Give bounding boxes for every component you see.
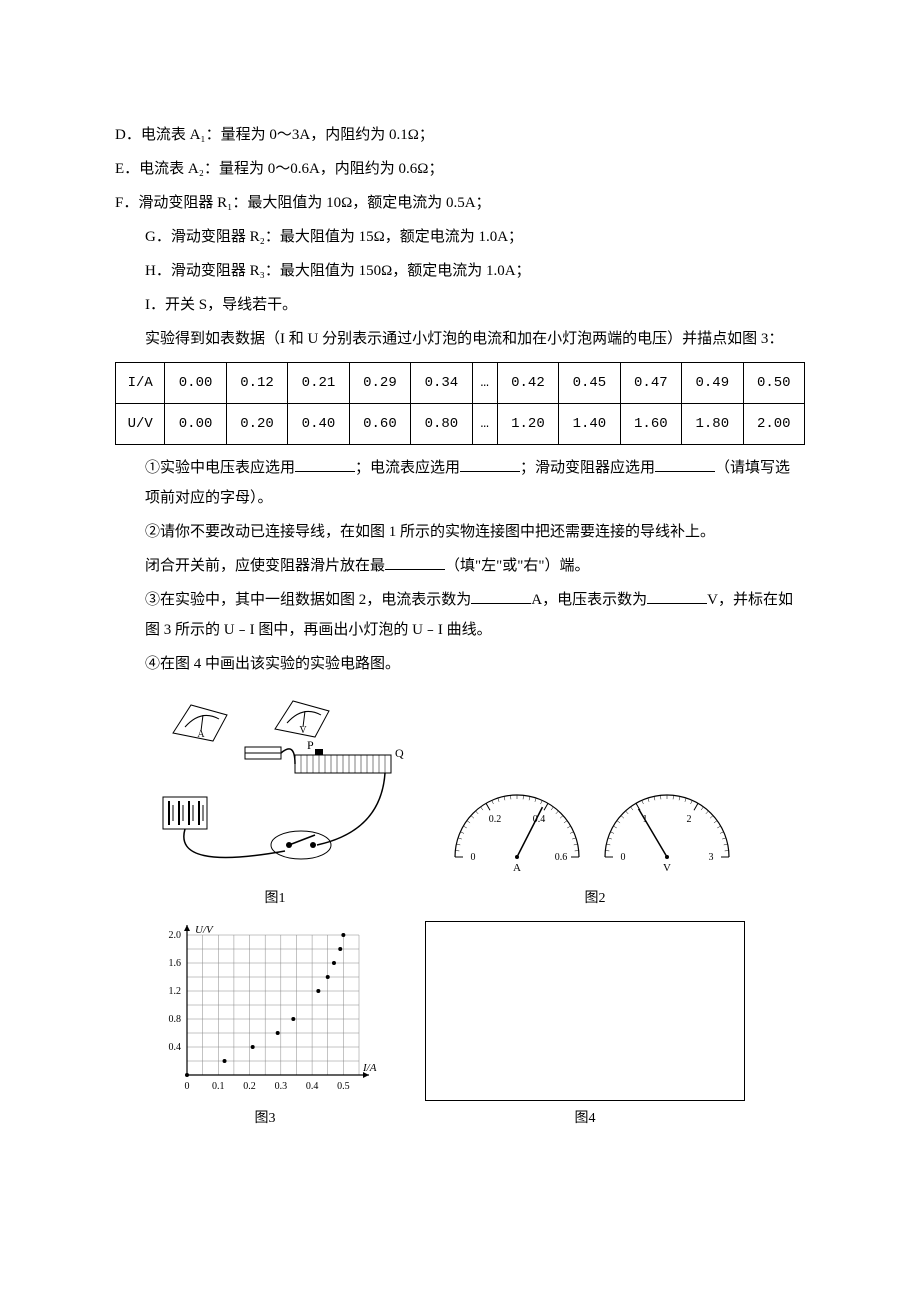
option-D: D．电流表 A₁：量程为 0～3A，内阻约为 0.1Ω； xyxy=(115,120,805,150)
question-2-line1: ②请你不要改动已连接导线，在如图 1 所示的实物连接图中把还需要连接的导线补上。 xyxy=(115,517,805,547)
q1-pre: ①实验中电压表应选用 xyxy=(145,460,295,476)
table-cell: 0.00 xyxy=(165,363,226,404)
svg-text:2.0: 2.0 xyxy=(169,930,182,941)
table-cell: 1.80 xyxy=(682,404,743,445)
table-cell: 0.47 xyxy=(620,363,681,404)
option-E: E．电流表 A₂：量程为 0～0.6A，内阻约为 0.6Ω； xyxy=(115,154,805,184)
svg-text:0.4: 0.4 xyxy=(306,1081,319,1092)
blank-voltmeter[interactable] xyxy=(295,454,355,472)
blank-side[interactable] xyxy=(385,552,445,570)
table-cell: … xyxy=(472,404,497,445)
table-cell: 1.40 xyxy=(559,404,620,445)
svg-text:0: 0 xyxy=(471,852,476,863)
question-3: ③在实验中，其中一组数据如图 2，电流表示数为A，电压表示数为V，并标在如图 3… xyxy=(115,585,805,645)
svg-text:V: V xyxy=(299,725,307,736)
svg-text:1.2: 1.2 xyxy=(169,986,182,997)
blank-ammeter[interactable] xyxy=(460,454,520,472)
table-cell: I/A xyxy=(116,363,165,404)
table-cell: 0.21 xyxy=(288,363,349,404)
table-cell: 0.20 xyxy=(226,404,287,445)
svg-text:3: 3 xyxy=(709,852,714,863)
svg-text:0.5: 0.5 xyxy=(337,1081,350,1092)
blank-current[interactable] xyxy=(471,586,531,604)
option-G: G．滑动变阻器 R₂：最大阻值为 15Ω，额定电流为 1.0A； xyxy=(115,222,805,252)
option-I: I．开关 S，导线若干。 xyxy=(115,290,805,320)
figure-3: 0 0.1 0.2 0.3 0.4 0.5 0.4 0.8 1.2 1.6 2.0 U/V I/A 图3 xyxy=(145,921,385,1133)
svg-text:0.2: 0.2 xyxy=(489,814,502,825)
q1-mid1: ；电流表应选用 xyxy=(355,460,460,476)
svg-text:0.4: 0.4 xyxy=(169,1042,182,1053)
svg-text:P: P xyxy=(307,738,314,752)
svg-text:0: 0 xyxy=(621,852,626,863)
table-cell: 0.45 xyxy=(559,363,620,404)
figure-1-label: 图1 xyxy=(145,885,405,913)
svg-text:0.3: 0.3 xyxy=(275,1081,288,1092)
table-cell: … xyxy=(472,363,497,404)
figure-2-label: 图2 xyxy=(445,885,745,913)
svg-text:0.2: 0.2 xyxy=(243,1081,256,1092)
table-cell: 0.34 xyxy=(411,363,472,404)
intro-text: 实验得到如表数据（I 和 U 分别表示通过小灯泡的电流和加在小灯泡两端的电压）并… xyxy=(115,324,805,354)
svg-text:0.8: 0.8 xyxy=(169,1014,182,1025)
svg-text:0.6: 0.6 xyxy=(555,852,568,863)
svg-text:A: A xyxy=(197,729,205,740)
data-table: I/A0.000.120.210.290.34…0.420.450.470.49… xyxy=(115,362,805,445)
q2-line2-pre: 闭合开关前，应使变阻器滑片放在最 xyxy=(145,558,385,574)
svg-text:Q: Q xyxy=(395,746,404,760)
svg-text:0: 0 xyxy=(185,1081,190,1092)
svg-text:1.6: 1.6 xyxy=(169,958,182,969)
figure-2: 00.20.40.6A0123V 图2 xyxy=(445,791,745,913)
q3-mid: A，电压表示数为 xyxy=(531,592,647,608)
figure-3-label: 图3 xyxy=(145,1105,385,1133)
question-2-line2: 闭合开关前，应使变阻器滑片放在最 （填"左"或"右"）端。 xyxy=(115,551,805,581)
q3-pre: ③在实验中，其中一组数据如图 2，电流表示数为 xyxy=(145,592,471,608)
table-cell: U/V xyxy=(116,404,165,445)
table-cell: 0.12 xyxy=(226,363,287,404)
figure-4-label: 图4 xyxy=(425,1105,745,1133)
svg-text:2: 2 xyxy=(687,814,692,825)
table-cell: 1.60 xyxy=(620,404,681,445)
blank-voltage[interactable] xyxy=(647,586,707,604)
table-cell: 0.80 xyxy=(411,404,472,445)
q2-line2-post: （填"左"或"右"）端。 xyxy=(445,558,590,574)
question-4: ④在图 4 中画出该实验的实验电路图。 xyxy=(115,649,805,679)
table-cell: 0.42 xyxy=(497,363,558,404)
figure-4: 图4 xyxy=(425,921,745,1133)
table-cell: 0.40 xyxy=(288,404,349,445)
figure-4-box xyxy=(425,921,745,1101)
q1-mid2: ；滑动变阻器应选用 xyxy=(520,460,655,476)
table-cell: 0.60 xyxy=(349,404,410,445)
option-F: F．滑动变阻器 R₁：最大阻值为 10Ω，额定电流为 0.5A； xyxy=(115,188,805,218)
table-cell: 0.50 xyxy=(743,363,804,404)
figure-1: A VP Q 图1 xyxy=(145,691,405,913)
svg-text:A: A xyxy=(513,862,521,874)
question-1: ①实验中电压表应选用；电流表应选用；滑动变阻器应选用（请填写选项前对应的字母）。 xyxy=(115,453,805,513)
table-cell: 0.49 xyxy=(682,363,743,404)
svg-text:V: V xyxy=(663,862,671,874)
svg-text:0.1: 0.1 xyxy=(212,1081,225,1092)
svg-text:I/A: I/A xyxy=(362,1062,377,1074)
table-cell: 0.00 xyxy=(165,404,226,445)
blank-rheostat[interactable] xyxy=(655,454,715,472)
table-cell: 1.20 xyxy=(497,404,558,445)
table-cell: 0.29 xyxy=(349,363,410,404)
svg-text:U/V: U/V xyxy=(195,924,214,936)
option-H: H．滑动变阻器 R₃：最大阻值为 150Ω，额定电流为 1.0A； xyxy=(115,256,805,286)
table-cell: 2.00 xyxy=(743,404,804,445)
